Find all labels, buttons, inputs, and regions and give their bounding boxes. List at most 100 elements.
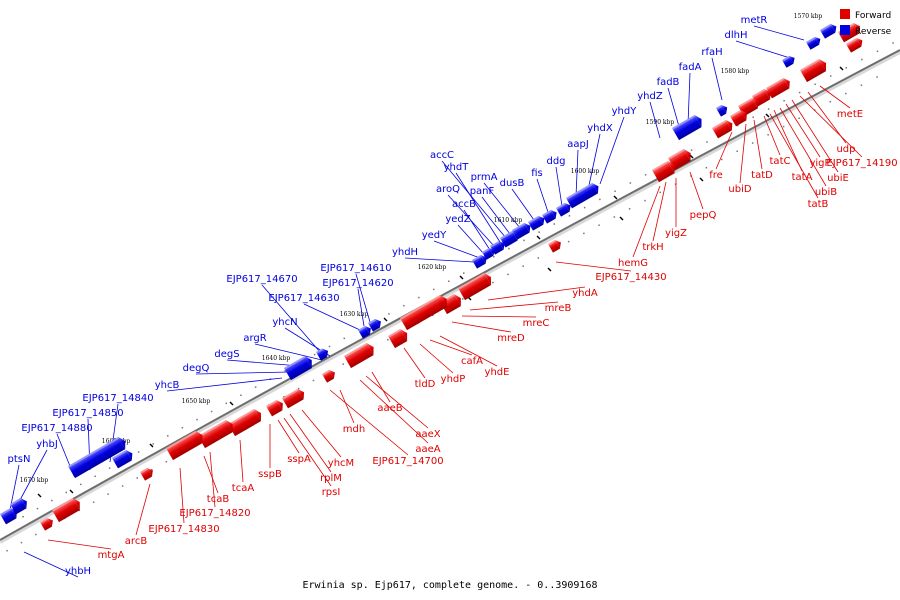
forward-gene-feature: [548, 240, 561, 253]
forward-gene-label-yhdp: yhdP: [441, 374, 466, 385]
forward-gene-connector: [791, 99, 839, 173]
minor-tick-dot: [165, 460, 168, 463]
forward-gene-label-tatb: tatB: [808, 199, 829, 210]
minor-tick-dot: [433, 288, 435, 291]
minor-tick-dot: [782, 125, 785, 128]
minor-tick-dot: [599, 198, 601, 201]
forward-gene-label-trkh: trkH: [642, 242, 663, 253]
scale-ticks: 1570 kbp 1580 kbp 1590 kbp 1600 kbp 1610 kbp…: [20, 13, 823, 484]
minor-tick-dot: [136, 477, 138, 479]
forward-gene-label-sspa: sspA: [287, 454, 311, 465]
reverse-gene-connector: [226, 359, 301, 367]
reverse-gene-connector: [195, 371, 291, 375]
forward-gene-feature: [652, 161, 675, 183]
minor-tick-dot: [553, 223, 556, 225]
reverse-gene-feature: [0, 508, 17, 525]
reverse-gene-connector: [355, 273, 371, 323]
minor-tick-dot: [737, 124, 739, 127]
reverse-gene-label-metr: metR: [741, 15, 768, 26]
forward-gene-label-yhda: yhdA: [572, 288, 598, 299]
reverse-gene-label-ddg: ddg: [546, 156, 565, 167]
forward-gene-feature: [800, 59, 827, 83]
reverse-gene-label-prma: prmA: [471, 172, 498, 183]
forward-gene-connector: [289, 413, 332, 473]
reverse-gene-feature: [358, 326, 371, 339]
forward-gene-feature: [388, 329, 408, 349]
minor-tick-dot: [92, 501, 95, 503]
reverse-gene-label-ejp617-14880: EJP617_14880: [21, 423, 92, 434]
scale-tick-label: 1620 kbp: [418, 264, 447, 271]
minor-tick-dot: [181, 426, 184, 429]
minor-tick-dot: [783, 100, 785, 102]
forward-gene-label-ejp617-14820: EJP617_14820: [179, 508, 250, 519]
minor-tick-dot: [343, 337, 346, 340]
forward-gene-connector: [739, 123, 747, 184]
reverse-gene-feature: [542, 210, 557, 224]
minor-tick-dot: [598, 224, 600, 226]
forward-gene-label-sspb: sspB: [258, 469, 282, 480]
reverse-gene-feature: [10, 498, 27, 515]
forward-gene-connector: [763, 115, 781, 156]
minor-tick-dot: [845, 67, 848, 69]
forward-gene-feature: [266, 400, 283, 417]
minor-tick-dot: [613, 216, 616, 218]
minor-tick-dot: [628, 208, 631, 210]
forward-gene-connector: [135, 483, 151, 536]
reverse-gene-label-yedz: yedZ: [445, 214, 470, 225]
reverse-gene-label-yhcb: yhcB: [155, 380, 180, 391]
reverse-gene-connector: [481, 196, 511, 235]
forward-gene-connector: [779, 107, 827, 187]
minor-tick-dot: [313, 353, 316, 356]
forward-gene-connector: [371, 371, 391, 403]
reverse-gene-feature: [672, 115, 702, 141]
forward-gene-label-yigz: yigZ: [665, 228, 687, 239]
minor-tick-dot: [507, 273, 509, 276]
forward-gene-connector: [819, 85, 851, 109]
minor-tick-dot: [108, 467, 111, 469]
forward-gene-label-tldd: tldD: [415, 379, 436, 390]
forward-gene-connector: [487, 286, 586, 301]
forward-gene-label-mreb: mreB: [545, 303, 572, 314]
minor-tick-dot: [522, 265, 524, 267]
forward-gene-feature: [198, 420, 233, 449]
forward-gene-label-yigp: yigP: [809, 158, 830, 169]
reverse-gene-label-ejp617-14610: EJP617_14610: [320, 263, 391, 274]
forward-gene-label-ubie: ubiE: [827, 173, 849, 184]
reverse-gene-connector: [455, 172, 501, 243]
reverse-gene-label-yhdz: yhdZ: [637, 91, 663, 102]
minor-tick-dot: [767, 134, 769, 136]
feature-tick: [383, 317, 388, 322]
reverse-gene-connector: [254, 343, 323, 361]
reverse-gene-feature: [716, 105, 728, 117]
minor-tick-dot: [798, 117, 800, 120]
reverse-gene-label-dusb: dusB: [500, 178, 525, 189]
reverse-gene-feature: [472, 254, 487, 269]
forward-gene-label-rplm: rplM: [320, 473, 342, 484]
minor-tick-dot: [583, 206, 586, 209]
forward-gene-feature: [846, 38, 863, 53]
feature-tick: [699, 177, 704, 182]
forward-gene-label-yhcm: yhcM: [328, 458, 354, 469]
forward-gene-feature: [458, 273, 491, 301]
forward-gene-connector: [715, 131, 733, 170]
reverse-gene-label-ejp617-14670: EJP617_14670: [226, 274, 297, 285]
forward-gene-label-tatc: tatC: [770, 156, 791, 167]
forward-gene-feature: [282, 389, 305, 409]
forward-gene-label-tcaa: tcaA: [232, 483, 255, 494]
reverse-gene-feature: [806, 37, 821, 50]
reverse-gene-connector: [404, 257, 475, 263]
reverse-gene-label-aapj: aapJ: [567, 139, 589, 150]
minor-tick-dot: [418, 296, 420, 299]
reverse-gene-label-ejp617-14630: EJP617_14630: [268, 293, 339, 304]
reverse-gene-label-ejp617-14850: EJP617_14850: [52, 408, 123, 419]
minor-tick-dot: [508, 247, 510, 250]
minor-tick-dot: [342, 363, 344, 365]
reverse-gene-connector: [303, 303, 361, 331]
minor-tick-dot: [706, 141, 708, 143]
reverse-gene-label-fadb: fadB: [657, 77, 680, 88]
forward-gene-label-tcab: tcaB: [207, 494, 230, 505]
forward-gene-label-yhde: yhdE: [485, 367, 510, 378]
minor-tick-dot: [814, 83, 816, 86]
scale-tick-label: 1610 kbp: [494, 217, 523, 224]
minor-tick-dot: [705, 166, 708, 169]
